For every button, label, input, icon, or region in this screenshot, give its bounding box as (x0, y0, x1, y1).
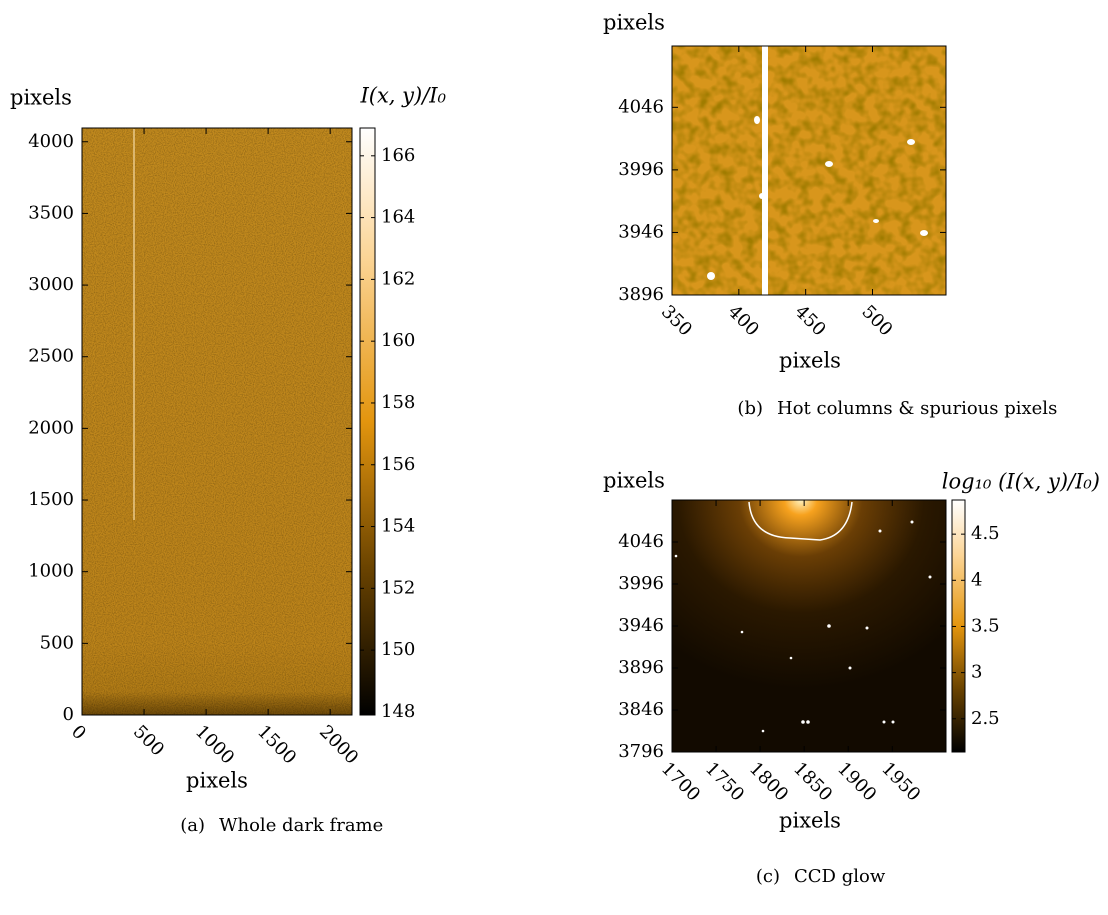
plot-frame (81, 127, 353, 716)
colorbar-label: I(x, y)/I₀ (359, 84, 446, 108)
colorbar-a (359, 127, 376, 716)
x-tick-label: 1900 (833, 758, 880, 805)
y-tick-label: 4046 (618, 531, 664, 552)
colorbar-label: log₁₀ (I(x, y)/I₀) (942, 470, 1100, 494)
caption-label: (a) (180, 815, 205, 836)
x-axis-label: pixels (186, 769, 248, 793)
y-tick-label: 3996 (618, 159, 664, 180)
colorbar-tick-label: 160 (381, 330, 415, 351)
plot-frame (671, 45, 947, 296)
x-tick-label: 1850 (789, 758, 836, 805)
x-tick-label: 1950 (877, 758, 924, 805)
colorbar-tick-label: 4 (971, 569, 982, 590)
image-b (672, 46, 946, 295)
colorbar-tick-label: 3.5 (971, 615, 1000, 636)
y-tick-label: 3796 (618, 741, 664, 762)
colorbar-tick-label: 3 (971, 662, 982, 683)
colorbar-tick-label: 148 (381, 701, 415, 722)
colorbar-tick-label: 164 (381, 207, 415, 228)
colorbar-tick-label: 4.5 (971, 523, 1000, 544)
y-axis-label: pixels (603, 11, 665, 35)
x-tick-label: 400 (724, 301, 763, 340)
x-tick-label: 350 (657, 301, 696, 340)
y-tick-label: 3000 (28, 274, 74, 295)
caption-label: (c) (756, 866, 780, 887)
colorbar-tick-label: 166 (381, 145, 415, 166)
colorbar-tick-label: 152 (381, 577, 415, 598)
y-axis-label: pixels (10, 86, 72, 110)
x-tick-label: 2000 (315, 721, 362, 768)
x-tick-label: 1000 (191, 721, 238, 768)
y-tick-label: 3896 (618, 284, 664, 305)
y-tick-label: 1000 (28, 561, 74, 582)
y-tick-label: 2500 (28, 346, 74, 367)
x-tick-label: 450 (791, 301, 830, 340)
y-tick-label: 500 (40, 632, 74, 653)
x-axis-label: pixels (779, 349, 841, 373)
x-tick-label: 500 (129, 721, 168, 760)
y-tick-label: 1500 (28, 489, 74, 510)
y-tick-label: 4046 (618, 96, 664, 117)
y-tick-label: 2000 (28, 417, 74, 438)
colorbar-tick-label: 150 (381, 639, 415, 660)
colorbar-tick-label: 2.5 (971, 708, 1000, 729)
y-axis-label: pixels (603, 469, 665, 493)
caption: Hot columns & spurious pixels (777, 398, 1057, 419)
y-tick-label: 3846 (618, 699, 664, 720)
x-tick-label: 1500 (253, 721, 300, 768)
image-c (672, 500, 946, 752)
caption-label: (b) (737, 398, 763, 419)
x-tick-label: 500 (857, 301, 896, 340)
caption: CCD glow (794, 866, 886, 887)
y-tick-label: 3946 (618, 221, 664, 242)
image-a (82, 128, 352, 715)
y-tick-label: 0 (63, 704, 74, 725)
y-tick-label: 4000 (28, 131, 74, 152)
colorbar-tick-label: 162 (381, 268, 415, 289)
caption: Whole dark frame (219, 815, 383, 836)
colorbar-tick-label: 154 (381, 516, 415, 537)
x-tick-label: 1700 (657, 758, 704, 805)
colorbar-tick-label: 158 (381, 392, 415, 413)
y-tick-label: 3996 (618, 573, 664, 594)
y-tick-label: 3500 (28, 202, 74, 223)
colorbar-tick-label: 156 (381, 454, 415, 475)
x-tick-label: 1800 (745, 758, 792, 805)
x-tick-label: 1750 (701, 758, 748, 805)
y-tick-label: 3946 (618, 615, 664, 636)
y-tick-label: 3896 (618, 657, 664, 678)
x-axis-label: pixels (779, 809, 841, 833)
